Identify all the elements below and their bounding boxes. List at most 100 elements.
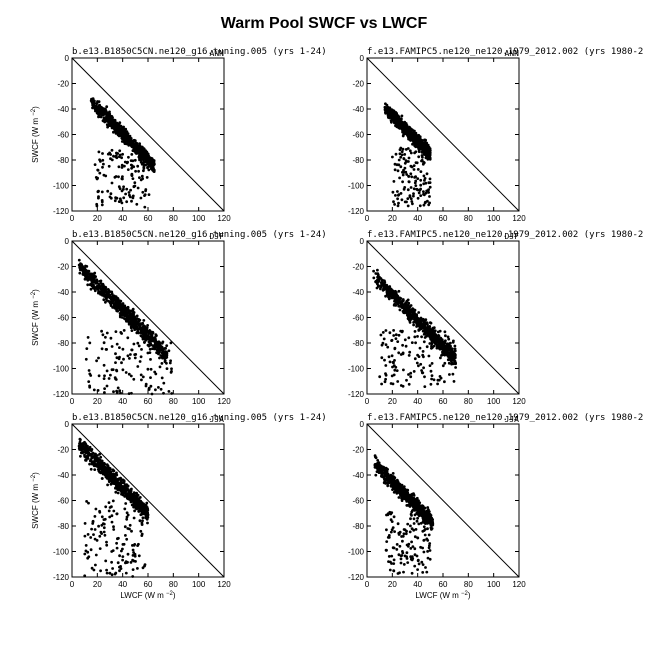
scatter-point (383, 287, 386, 291)
scatter-point (139, 513, 143, 517)
scatter-points (77, 437, 150, 578)
scatter-points (89, 97, 156, 209)
scatter-point (139, 196, 143, 200)
scatter-point (92, 388, 96, 392)
scatter-point (91, 106, 95, 109)
y-tick-label: -20 (352, 263, 364, 272)
scatter-point (118, 149, 122, 153)
scatter-point (105, 568, 108, 572)
scatter-point (139, 355, 143, 359)
scatter-point (408, 132, 411, 136)
x-tick-label: 80 (169, 397, 178, 406)
scatter-point (90, 453, 94, 456)
scatter-point (109, 373, 112, 377)
scatter-point (99, 287, 103, 291)
scatter-point (97, 374, 101, 378)
scatter-point (401, 124, 405, 127)
scatter-point (142, 169, 145, 173)
scatter-point (130, 199, 133, 203)
scatter-point (393, 302, 396, 306)
scatter-point (431, 326, 435, 330)
scatter-point (394, 337, 398, 340)
scatter-point (154, 333, 158, 337)
reference-line (71, 57, 225, 212)
scatter-point (437, 334, 440, 337)
scatter-point (138, 360, 142, 363)
scatter-point (102, 162, 105, 166)
scatter-point (118, 197, 122, 201)
scatter-point (144, 153, 148, 157)
scatter-point (409, 317, 413, 321)
y-tick-label: -120 (348, 390, 365, 399)
y-tick-label: 0 (360, 237, 365, 246)
x-tick-label: 0 (70, 397, 75, 406)
scatter-point (137, 145, 141, 149)
y-tick-label: -80 (57, 522, 69, 531)
scatter-point (93, 468, 97, 471)
scatter-point (83, 455, 87, 458)
scatter-point (106, 483, 109, 487)
scatter-point (420, 335, 423, 339)
scatter-point (132, 138, 136, 142)
scatter-point (404, 303, 408, 306)
y-tick-label: -20 (352, 446, 364, 455)
scatter-point (401, 180, 404, 184)
scatter-point (132, 502, 136, 506)
scatter-point (115, 391, 119, 394)
scatter-point (126, 496, 130, 500)
scatter-point (138, 327, 142, 331)
scatter-point (105, 105, 109, 109)
scatter-point (131, 548, 135, 552)
scatter-point (78, 442, 81, 446)
scatter-point (399, 165, 403, 169)
scatter-point (409, 186, 413, 189)
scatter-point (112, 509, 116, 513)
scatter-point (414, 179, 418, 183)
scatter-point (121, 558, 124, 562)
x-tick-label: 100 (487, 580, 501, 589)
scatter-point (377, 285, 380, 288)
scatter-point (138, 519, 142, 523)
x-tick-label: 40 (118, 580, 127, 589)
scatter-point (403, 338, 407, 342)
scatter-point (96, 100, 99, 103)
scatter-point (130, 529, 133, 533)
scatter-point (427, 181, 431, 185)
scatter-point (85, 273, 89, 277)
scatter-point (141, 177, 145, 181)
scatter-point (422, 143, 426, 147)
scatter-point (131, 177, 135, 181)
scatter-point (390, 339, 393, 342)
scatter-point (412, 370, 416, 373)
scatter-point (89, 287, 93, 291)
scatter-point (87, 369, 91, 372)
scatter-point (399, 192, 403, 195)
panel-run-label: b.e13.B1850C5CN.ne120_g16.tuning.005 (yr… (72, 47, 327, 57)
scatter-point (380, 382, 383, 386)
scatter-point (97, 115, 100, 119)
scatter-point (120, 308, 123, 312)
scatter-point (406, 204, 410, 208)
scatter-point (451, 354, 455, 358)
scatter-point (108, 293, 112, 297)
scatter-point (388, 331, 392, 335)
scatter-point (149, 358, 152, 361)
scatter-point (110, 345, 114, 348)
scatter-point (118, 554, 121, 558)
scatter-point (145, 508, 149, 512)
scatter-point (160, 362, 164, 365)
reference-line (366, 57, 520, 212)
scatter-point (147, 193, 151, 197)
scatter-point (418, 346, 422, 350)
scatter-point (407, 307, 410, 311)
y-axis-label: SWCF (W m −2) (31, 289, 40, 346)
scatter-point (396, 340, 400, 343)
scatter-point (404, 148, 408, 151)
scatter-point (422, 329, 425, 333)
scatter-point (128, 523, 132, 527)
scatter-point (141, 566, 145, 570)
reference-line (71, 240, 225, 395)
scatter-point (424, 318, 428, 322)
scatter-point (107, 471, 111, 474)
scatter-point (86, 556, 90, 560)
